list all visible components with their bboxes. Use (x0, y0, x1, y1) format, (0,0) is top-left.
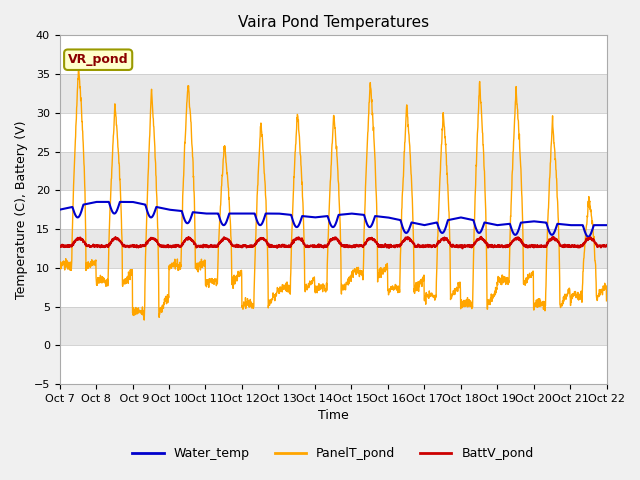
Water_temp (584, 234, 592, 240)
Water_temp (603, 222, 611, 228)
BattV_pond (496, 242, 504, 248)
BattV_pond (603, 242, 611, 248)
BattV_pond (579, 241, 587, 247)
Bar (60, 152, 607, 190)
Water_temp (495, 222, 503, 228)
Water_temp (579, 222, 586, 228)
Y-axis label: Temperature (C), Battery (V): Temperature (C), Battery (V) (15, 120, 28, 299)
PanelT_pond (496, 277, 504, 283)
Line: PanelT_pond: PanelT_pond (60, 68, 607, 320)
BattV_pond (396, 243, 403, 249)
BattV_pond (56, 244, 63, 250)
PanelT_pond (603, 298, 611, 304)
Title: Vaira Pond Temperatures: Vaira Pond Temperatures (237, 15, 429, 30)
PanelT_pond (75, 65, 83, 71)
Water_temp (92, 199, 100, 205)
Water_temp (56, 207, 63, 213)
Bar (60, 113, 607, 152)
Bar (60, 229, 607, 268)
X-axis label: Time: Time (317, 409, 348, 422)
Bar (60, 307, 607, 345)
Bar (60, 74, 607, 113)
PanelT_pond (158, 309, 166, 315)
BattV_pond (459, 246, 467, 252)
Bar (60, 268, 607, 307)
PanelT_pond (56, 261, 63, 266)
PanelT_pond (140, 317, 148, 323)
BattV_pond (477, 234, 485, 240)
Bar (60, 190, 607, 229)
PanelT_pond (205, 276, 213, 282)
Water_temp (158, 205, 166, 211)
Bar (60, 345, 607, 384)
PanelT_pond (579, 269, 587, 275)
Line: BattV_pond: BattV_pond (60, 237, 607, 249)
Bar (60, 36, 607, 74)
Text: VR_pond: VR_pond (68, 53, 129, 66)
PanelT_pond (339, 283, 346, 288)
Water_temp (396, 217, 403, 223)
Line: Water_temp: Water_temp (60, 202, 607, 237)
PanelT_pond (396, 289, 403, 295)
BattV_pond (339, 242, 346, 248)
Water_temp (339, 212, 346, 217)
Legend: Water_temp, PanelT_pond, BattV_pond: Water_temp, PanelT_pond, BattV_pond (127, 442, 539, 465)
BattV_pond (205, 244, 212, 250)
Water_temp (205, 211, 213, 216)
BattV_pond (157, 244, 165, 250)
